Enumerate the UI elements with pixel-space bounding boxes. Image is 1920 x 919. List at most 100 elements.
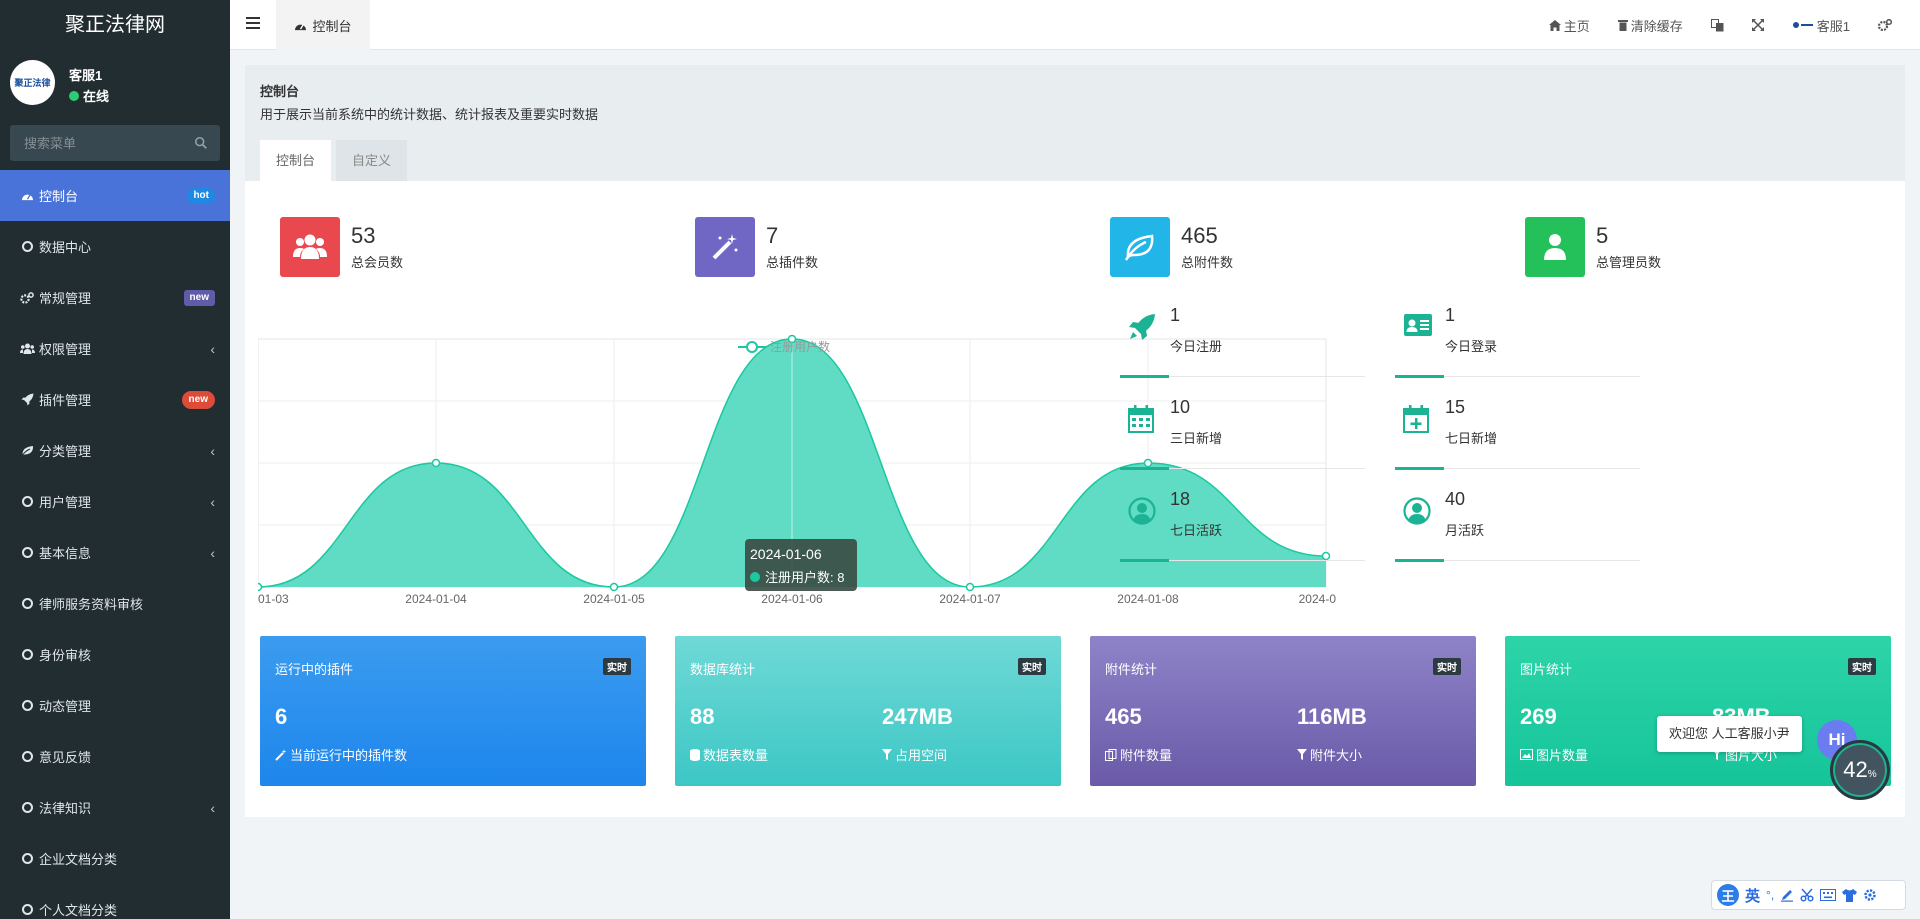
menu-badge: new: [181, 390, 215, 409]
card-value-secondary: 247MB: [882, 704, 953, 729]
sidebar-item[interactable]: 常规管理 new: [0, 272, 230, 323]
card-value-secondary: 116MB: [1297, 704, 1367, 729]
ime-settings-icon[interactable]: [1863, 888, 1877, 902]
card-label-secondary: 附件大小: [1297, 745, 1362, 764]
sidebar-item[interactable]: 基本信息 ‹: [0, 527, 230, 578]
magic-icon: [275, 748, 287, 761]
account-avatar-icon: [1792, 22, 1813, 28]
sidebar-item[interactable]: 数据中心: [0, 221, 230, 272]
pen-icon[interactable]: [1780, 888, 1794, 902]
stat-members-value: 53: [351, 223, 376, 248]
sidebar-item[interactable]: 律师服务资料审核: [0, 578, 230, 629]
sidebar-item-label: 律师服务资料审核: [39, 597, 144, 612]
sidebar-item-label: 个人文档分类: [39, 903, 118, 918]
translate-icon: [1710, 18, 1724, 31]
menu-search-input[interactable]: [10, 125, 220, 161]
app-logo[interactable]: 聚正法律网: [0, 0, 230, 50]
sidebar-item[interactable]: 个人文档分类: [0, 884, 230, 919]
user-icon: [1544, 234, 1566, 260]
panel-tabs: 控制台 自定义: [260, 140, 412, 181]
sidebar-item[interactable]: 意见反馈: [0, 731, 230, 782]
chat-greeting-bubble[interactable]: 欢迎您 人工客服小尹: [1657, 716, 1802, 752]
account-name: 客服1: [1816, 18, 1850, 34]
sidebar-item[interactable]: 法律知识 ‹: [0, 782, 230, 833]
sidebar-item[interactable]: 控制台 hot: [0, 170, 230, 221]
card-value: 6: [275, 704, 288, 729]
mini-stat-value: 10: [1170, 397, 1191, 417]
card-value: 465: [1105, 704, 1142, 729]
ime-punctuation-icon[interactable]: °,: [1766, 888, 1775, 902]
ime-toolbar: 王 英 °,: [1711, 880, 1906, 910]
sidebar-item[interactable]: 权限管理 ‹: [0, 323, 230, 374]
speed-percent-unit: %: [1867, 768, 1877, 780]
sidebar-item[interactable]: 分类管理 ‹: [0, 425, 230, 476]
x-tick-label: 2024-01-04: [405, 592, 467, 606]
account-menu[interactable]: 客服1: [1778, 16, 1864, 35]
mini-stat-label: 七日活跃: [1170, 523, 1223, 538]
tab-console[interactable]: 控制台: [260, 140, 332, 181]
circle-icon: [18, 496, 36, 507]
realtime-badge: 实时: [603, 658, 631, 675]
stat-plugins-icon-box: [695, 217, 755, 277]
tab-custom[interactable]: 自定义: [336, 140, 408, 181]
circle-icon: [18, 649, 36, 660]
sidebar-item[interactable]: 身份审核: [0, 629, 230, 680]
rocket-icon: [1128, 313, 1158, 343]
x-tick-label: 2024-01-06: [761, 592, 823, 606]
sidebar-item[interactable]: 用户管理 ‹: [0, 476, 230, 527]
sidebar-item[interactable]: 企业文档分类: [0, 833, 230, 884]
menu-badge: new: [183, 289, 215, 306]
fullscreen-button[interactable]: [1738, 19, 1778, 31]
menu-badge: hot: [187, 187, 215, 204]
card-label-text: 数据表数量: [703, 748, 769, 763]
mini-stat-value: 18: [1170, 489, 1191, 509]
data-point: [1143, 458, 1153, 468]
user-circle-icon: [1403, 497, 1433, 527]
mini-stat-value: 40: [1445, 489, 1466, 509]
card-label-secondary: 占用空间: [882, 745, 947, 764]
scissors-icon[interactable]: [1800, 888, 1814, 902]
translate-button[interactable]: [1697, 18, 1738, 32]
accent-bar: [1120, 559, 1169, 562]
magic-icon: [712, 234, 738, 260]
ime-logo-icon[interactable]: 王: [1717, 884, 1739, 906]
clear-cache-label: 清除缓存: [1630, 18, 1683, 34]
card-label-text: 当前运行中的插件数: [290, 748, 408, 763]
keyboard-icon[interactable]: [1820, 889, 1837, 901]
tooltip-title: 2024-01-06: [750, 546, 822, 562]
image-icon: [1520, 749, 1533, 760]
card-value: 269: [1520, 704, 1557, 729]
sidebar-item-label: 法律知识: [39, 801, 92, 816]
filter-icon: [882, 749, 892, 760]
ime-language[interactable]: 英: [1745, 887, 1761, 905]
card-running-plugins: 运行中的插件 实时 6 当前运行中的插件数: [260, 636, 646, 786]
divider: [1120, 468, 1365, 469]
user-panel: 聚正法律 客服1 在线: [0, 50, 230, 116]
tab-dashboard[interactable]: 控制台: [276, 0, 370, 50]
speed-ball[interactable]: 42%: [1830, 740, 1890, 800]
skin-icon[interactable]: [1842, 888, 1858, 902]
user-name: 客服1: [69, 68, 103, 83]
online-dot-icon: [69, 90, 79, 101]
stat-plugins-label: 总插件数: [766, 255, 819, 270]
sidebar-menu: 控制台 hot 数据中心 常规管理 new 权限管理 ‹ 插件管理 new 分类管理 ‹ 用户管理 ‹ 基…: [0, 170, 230, 919]
avatar[interactable]: 聚正法律: [10, 60, 55, 105]
page-title: 控制台: [260, 84, 300, 99]
x-tick-label: 2024-0: [1299, 592, 1337, 606]
settings-button[interactable]: [1864, 19, 1906, 31]
accent-bar: [1395, 467, 1444, 470]
search-icon[interactable]: [194, 136, 208, 150]
sidebar-item[interactable]: 动态管理: [0, 680, 230, 731]
panel-header: 控制台 用于展示当前系统中的统计数据、统计报表及重要实时数据 控制台 自定义: [245, 65, 1905, 181]
sidebar-item[interactable]: 插件管理 new: [0, 374, 230, 425]
stat-members-label: 总会员数: [351, 255, 404, 270]
dashboard-icon: [18, 190, 36, 201]
circle-icon: [18, 904, 36, 915]
sidebar-item-label: 动态管理: [39, 699, 92, 714]
home-link[interactable]: 主页: [1535, 16, 1604, 35]
menu-toggle-icon[interactable]: [246, 17, 260, 29]
data-point: [1321, 551, 1331, 561]
clear-cache-button[interactable]: 清除缓存: [1604, 16, 1697, 35]
registrations-chart[interactable]: 注册用户数 01-03 2024-01-04 2024-01-05 2024-01-06…: [258, 317, 1338, 617]
mini-stat-label: 三日新增: [1170, 431, 1223, 446]
